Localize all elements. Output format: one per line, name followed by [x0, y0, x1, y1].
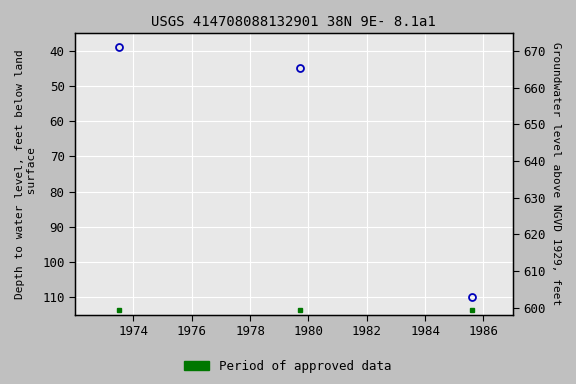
Y-axis label: Groundwater level above NGVD 1929, feet: Groundwater level above NGVD 1929, feet	[551, 42, 561, 306]
Y-axis label: Depth to water level, feet below land
 surface: Depth to water level, feet below land su…	[15, 49, 37, 299]
Legend: Period of approved data: Period of approved data	[179, 355, 397, 378]
Title: USGS 414708088132901 38N 9E- 8.1a1: USGS 414708088132901 38N 9E- 8.1a1	[151, 15, 436, 29]
